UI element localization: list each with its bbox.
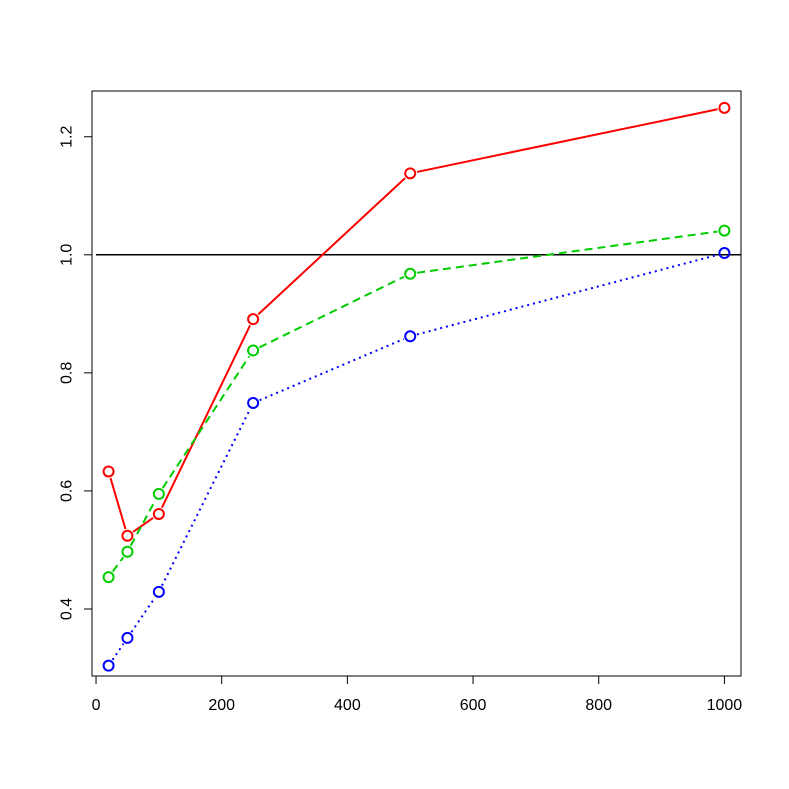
x-tick-label: 400 [334, 697, 361, 714]
series-1-point [121, 529, 134, 542]
series-2-point [247, 344, 260, 357]
series-1-segment [109, 477, 127, 530]
series-2-segment [258, 275, 405, 349]
series-1-point [102, 465, 115, 478]
series-3-point [718, 247, 731, 260]
series-2-point [121, 545, 134, 558]
y-tick-label: 1.2 [59, 126, 76, 148]
x-tick-label: 600 [460, 697, 487, 714]
series-3-point [247, 396, 260, 409]
series-2-point [718, 224, 731, 237]
series-1-segment [132, 517, 154, 533]
series-3-segment [111, 643, 125, 661]
series-3-point [121, 631, 134, 644]
series-1-segment [416, 108, 718, 173]
y-tick-label: 1.0 [59, 244, 76, 266]
plot-area-frame [91, 90, 742, 677]
series-3 [102, 247, 731, 672]
y-tick-label: 0.8 [59, 362, 76, 384]
series-3-segment [259, 338, 405, 402]
series-2 [102, 224, 731, 584]
series-1-segment [161, 325, 251, 509]
x-tick-label: 1000 [707, 697, 743, 714]
axes: 0 200 400 600 800 1000 0.4 0.6 0.8 1.0 1.2 [59, 126, 743, 714]
series-3-segment [130, 597, 156, 633]
series-2-segment [161, 355, 251, 489]
series-2-point [102, 571, 115, 584]
series-1-point [718, 101, 731, 114]
x-tick-label: 200 [208, 697, 235, 714]
series-1-point [404, 167, 417, 180]
y-tick-label: 0.4 [59, 598, 76, 620]
series-2-point [404, 267, 417, 280]
x-tick-label: 800 [585, 697, 612, 714]
series-1 [102, 101, 731, 542]
series-3-point [102, 659, 115, 672]
series-2-segment [129, 499, 157, 547]
series-1-segment [257, 177, 406, 316]
series-3-segment [161, 408, 251, 587]
series-3-point [404, 330, 417, 343]
series-2-segment [417, 230, 718, 274]
series-1-point [152, 507, 165, 520]
series-2-point [152, 487, 165, 500]
series-3-segment [416, 253, 718, 336]
x-tick-label: 0 [92, 697, 101, 714]
series-group [102, 101, 731, 672]
y-tick-label: 0.6 [59, 480, 76, 502]
series-2-segment [111, 556, 125, 573]
series-3-point [152, 585, 165, 598]
series-1-point [247, 313, 260, 326]
